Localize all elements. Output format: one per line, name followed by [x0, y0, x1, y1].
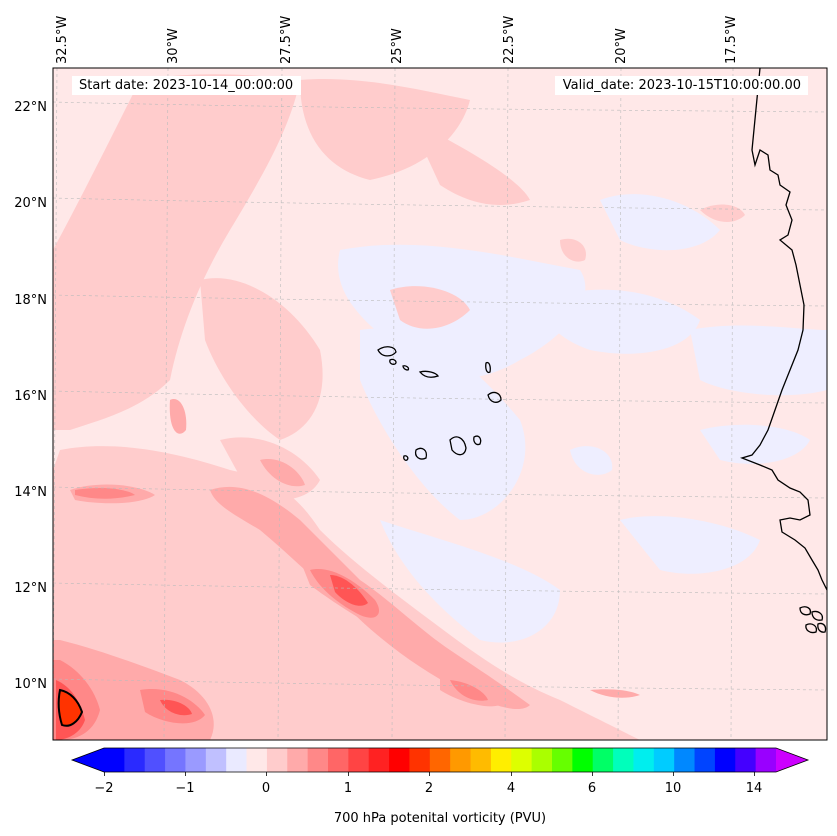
colorbar-segment	[226, 748, 248, 772]
island-boa-vista	[487, 391, 502, 403]
colorbar-segment	[653, 748, 675, 772]
colorbar-segment	[714, 748, 736, 772]
coastline	[740, 68, 827, 591]
colorbar-segment	[429, 748, 451, 772]
island-santiago	[449, 436, 467, 456]
colorbar-segment	[531, 748, 553, 772]
lon-label: 20°W	[614, 28, 629, 64]
cape-verde-islands	[377, 346, 827, 634]
colorbar-over-arrow	[776, 748, 808, 772]
island-santa-luzia	[402, 365, 410, 371]
map-frame	[52, 67, 828, 741]
lat-label: 12°N	[14, 581, 47, 596]
colorbar-segment	[450, 748, 472, 772]
colorbar-segment	[735, 748, 757, 772]
lat-label: 22°N	[14, 100, 47, 115]
lon-label: 22.5°W	[502, 16, 517, 64]
colorbar-segment	[490, 748, 512, 772]
map-panel	[53, 68, 827, 740]
colorbar-segment	[287, 748, 309, 772]
colorbar-segment	[633, 748, 655, 772]
colorbar-tick-label: 2	[425, 781, 433, 796]
colorbar-segment	[185, 748, 207, 772]
longitude-labels: 32.5°W 30°W 27.5°W 25°W 22.5°W 20°W 17.5…	[55, 16, 739, 64]
colorbar-segment	[165, 748, 186, 772]
colorbar-segment	[409, 748, 431, 772]
colorbar-outline	[70, 747, 810, 773]
colorbar-segment	[144, 748, 166, 772]
colorbar-segment	[246, 748, 268, 772]
lon-label: 27.5°W	[279, 16, 294, 64]
island-santo-antao	[377, 346, 397, 357]
graticule	[53, 68, 827, 740]
colorbar-tick-label: −1	[175, 781, 194, 796]
start-date-label: Start date: 2023-10-14_00:00:00	[72, 76, 302, 95]
colorbar-tick-labels: −2 −1 0 1 2 4 6 10 14	[94, 781, 762, 796]
island-fogo	[414, 447, 428, 460]
island-bijagos-3	[805, 623, 818, 634]
colorbar-ticks	[104, 772, 755, 776]
colorbar-segment	[552, 748, 573, 772]
colorbar-under-arrow	[72, 748, 104, 772]
lat-label: 20°N	[14, 196, 47, 211]
lat-label: 18°N	[14, 293, 47, 308]
colorbar-segment	[328, 748, 349, 772]
colorbar-segment	[470, 748, 492, 772]
colorbar-title: 700 hPa potenital vorticity (PVU)	[334, 811, 546, 826]
colorbar-tick-label: 4	[507, 781, 515, 796]
colorbar-tick-label: −2	[94, 781, 113, 796]
colorbar-segment	[348, 748, 370, 772]
colorbar: −2 −1 0 1 2 4 6 10 14 700 hPa potenital …	[70, 747, 810, 826]
lat-label: 14°N	[14, 485, 47, 500]
colorbar-segments	[104, 748, 777, 772]
island-maio	[473, 435, 482, 446]
colorbar-tick-label: 0	[262, 781, 270, 796]
lon-label: 25°W	[390, 28, 405, 64]
colorbar-segment	[389, 748, 410, 772]
island-sao-vicente	[389, 358, 397, 365]
colorbar-segment	[592, 748, 614, 772]
colorbar-segment	[104, 748, 125, 772]
island-sal	[485, 361, 491, 374]
lat-label: 16°N	[14, 389, 47, 404]
island-bijagos-2	[811, 610, 824, 621]
latitude-labels: 22°N 20°N 18°N 16°N 14°N 12°N 10°N	[14, 100, 47, 692]
colorbar-tick-label: 10	[665, 781, 682, 796]
colorbar-segment	[124, 748, 146, 772]
island-bijagos-4	[817, 622, 827, 633]
colorbar-tick-label: 6	[588, 781, 596, 796]
peak-pv-region	[57, 688, 84, 727]
colorbar-segment	[674, 748, 696, 772]
island-bijagos-1	[799, 606, 812, 616]
colorbar-segment	[613, 748, 634, 772]
lon-label: 17.5°W	[724, 16, 739, 64]
lat-label: 10°N	[14, 677, 47, 692]
lon-label: 32.5°W	[55, 16, 70, 64]
colorbar-segment	[511, 748, 533, 772]
colorbar-segment	[307, 748, 329, 772]
lon-label: 30°W	[166, 28, 181, 64]
colorbar-segment	[266, 748, 288, 772]
colorbar-segment	[694, 748, 716, 772]
colorbar-segment	[205, 748, 227, 772]
african-coastline	[740, 68, 827, 591]
colorbar-tick-label: 1	[344, 781, 352, 796]
colorbar-segment	[755, 748, 777, 772]
colorbar-tick-label: 14	[746, 781, 763, 796]
island-sao-nicolau	[418, 370, 440, 378]
colorbar-segment	[368, 748, 390, 772]
valid-date-label: Valid_date: 2023-10-15T10:00:00.00	[554, 76, 808, 95]
colorbar-segment	[572, 748, 594, 772]
island-brava	[403, 455, 409, 461]
